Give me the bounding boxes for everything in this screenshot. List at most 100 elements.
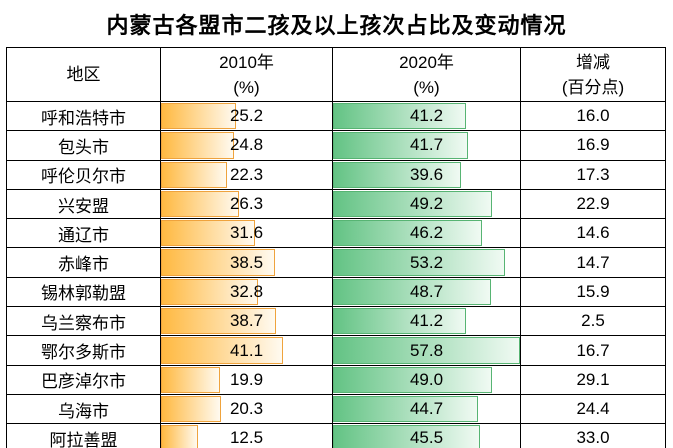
region-label: 通辽市	[58, 225, 109, 245]
data-bar-2020	[333, 249, 506, 276]
bar-wrap-2020: 45.5	[333, 425, 520, 448]
data-bar-2010	[161, 103, 236, 130]
header-region-label: 地区	[66, 65, 101, 84]
region-label: 鄂尔多斯市	[41, 343, 126, 363]
data-bar-2020	[333, 308, 467, 335]
cell-2020: 39.6	[332, 159, 521, 190]
region-cell: 包头市	[6, 130, 161, 161]
change-cell: 24.4	[520, 393, 666, 425]
bar-wrap-2020: 46.2	[333, 220, 520, 247]
value-2010: 38.5	[229, 252, 264, 272]
cell-2010: 19.9	[160, 364, 333, 395]
cell-2020: 48.7	[332, 276, 521, 308]
bar-wrap-2010: 31.6	[161, 220, 332, 247]
data-bar-2010	[161, 278, 258, 306]
data-bar-2020	[333, 132, 468, 159]
region-cell: 兴安盟	[6, 188, 161, 220]
change-value: 24.4	[576, 399, 610, 419]
data-bar-2020	[333, 161, 462, 188]
value-2020: 46.2	[409, 223, 444, 243]
header-2020-unit: (%)	[413, 77, 440, 97]
bar-wrap-2020: 48.7	[333, 278, 520, 306]
cell-2020: 44.7	[332, 393, 521, 425]
value-2020: 39.6	[409, 164, 444, 184]
data-bar-2020	[333, 337, 520, 364]
bar-wrap-2020: 53.2	[333, 249, 520, 276]
data-bar-2010	[161, 395, 222, 423]
table-row: 阿拉善盟 12.5 45.5 33.0	[6, 423, 666, 448]
table-row: 乌海市 20.3 44.7 24.4	[6, 393, 666, 425]
bar-wrap-2020: 39.6	[333, 161, 520, 188]
cell-2010: 38.5	[160, 247, 333, 278]
data-bar-2020	[333, 366, 492, 393]
region-cell: 乌海市	[6, 393, 161, 425]
cell-2010: 12.5	[160, 423, 333, 448]
change-value: 33.0	[576, 428, 610, 448]
header-change: 增减 (百分点)	[520, 47, 666, 102]
data-bar-2020	[333, 395, 478, 423]
region-label: 赤峰市	[58, 255, 109, 275]
cell-2020: 41.2	[332, 100, 521, 132]
change-cell: 16.7	[520, 335, 666, 366]
bar-wrap-2020: 41.7	[333, 132, 520, 159]
change-cell: 16.0	[520, 100, 666, 132]
data-bar-2010	[161, 249, 275, 276]
data-bar-2010	[161, 366, 220, 393]
region-cell: 锡林郭勒盟	[6, 276, 161, 308]
header-change-unit: (百分点)	[561, 77, 625, 97]
cell-2020: 41.7	[332, 130, 521, 161]
data-bar-2010	[161, 425, 198, 448]
cell-2010: 26.3	[160, 188, 333, 220]
change-cell: 17.3	[520, 159, 666, 190]
data-bar-2020	[333, 425, 481, 448]
region-cell: 通辽市	[6, 218, 161, 249]
data-bar-2020	[333, 103, 467, 130]
cell-2010: 38.7	[160, 306, 333, 337]
bar-wrap-2010: 38.5	[161, 249, 332, 276]
region-label: 阿拉善盟	[49, 430, 118, 448]
change-value: 2.5	[581, 311, 605, 331]
value-2020: 45.5	[409, 428, 444, 448]
region-label: 锡林郭勒盟	[41, 284, 126, 304]
region-label: 包头市	[58, 137, 109, 157]
bar-wrap-2010: 24.8	[161, 132, 332, 159]
value-2020: 44.7	[409, 399, 444, 419]
value-2010: 25.2	[229, 106, 264, 126]
bar-wrap-2010: 32.8	[161, 278, 332, 306]
table-row: 巴彦淖尔市 19.9 49.0 29.1	[6, 364, 666, 395]
cell-2020: 57.8	[332, 335, 521, 366]
table-body: 呼和浩特市 25.2 41.2 16.0 包头市	[6, 100, 666, 448]
cell-2010: 25.2	[160, 100, 333, 132]
change-cell: 14.7	[520, 247, 666, 278]
region-label: 呼和浩特市	[41, 108, 126, 128]
bar-wrap-2020: 49.0	[333, 366, 520, 393]
region-cell: 阿拉善盟	[6, 423, 161, 448]
cell-2010: 20.3	[160, 393, 333, 425]
cell-2010: 32.8	[160, 276, 333, 308]
change-value: 16.7	[576, 340, 610, 360]
bar-wrap-2020: 49.2	[333, 190, 520, 218]
header-change-label: 增减	[576, 52, 610, 72]
change-cell: 16.9	[520, 130, 666, 161]
data-bar-2010	[161, 132, 235, 159]
region-label: 乌兰察布市	[41, 313, 126, 333]
table-row: 锡林郭勒盟 32.8 48.7 15.9	[6, 276, 666, 308]
change-cell: 22.9	[520, 188, 666, 220]
bar-wrap-2010: 19.9	[161, 366, 332, 393]
cell-2020: 49.2	[332, 188, 521, 220]
bar-wrap-2010: 38.7	[161, 308, 332, 335]
bar-wrap-2020: 41.2	[333, 103, 520, 130]
region-cell: 呼伦贝尔市	[6, 159, 161, 190]
change-value: 17.3	[576, 164, 610, 184]
change-value: 29.1	[576, 369, 610, 389]
bar-wrap-2020: 44.7	[333, 395, 520, 423]
data-bar-2010	[161, 337, 283, 364]
change-value: 14.7	[576, 252, 610, 272]
header-2010: 2010年 (%)	[160, 47, 333, 102]
value-2010: 41.1	[229, 340, 264, 360]
table-row: 乌兰察布市 38.7 41.2 2.5	[6, 306, 666, 337]
bar-wrap-2010: 26.3	[161, 190, 332, 218]
region-label: 乌海市	[58, 401, 109, 421]
value-2020: 41.7	[409, 135, 444, 155]
change-cell: 15.9	[520, 276, 666, 308]
